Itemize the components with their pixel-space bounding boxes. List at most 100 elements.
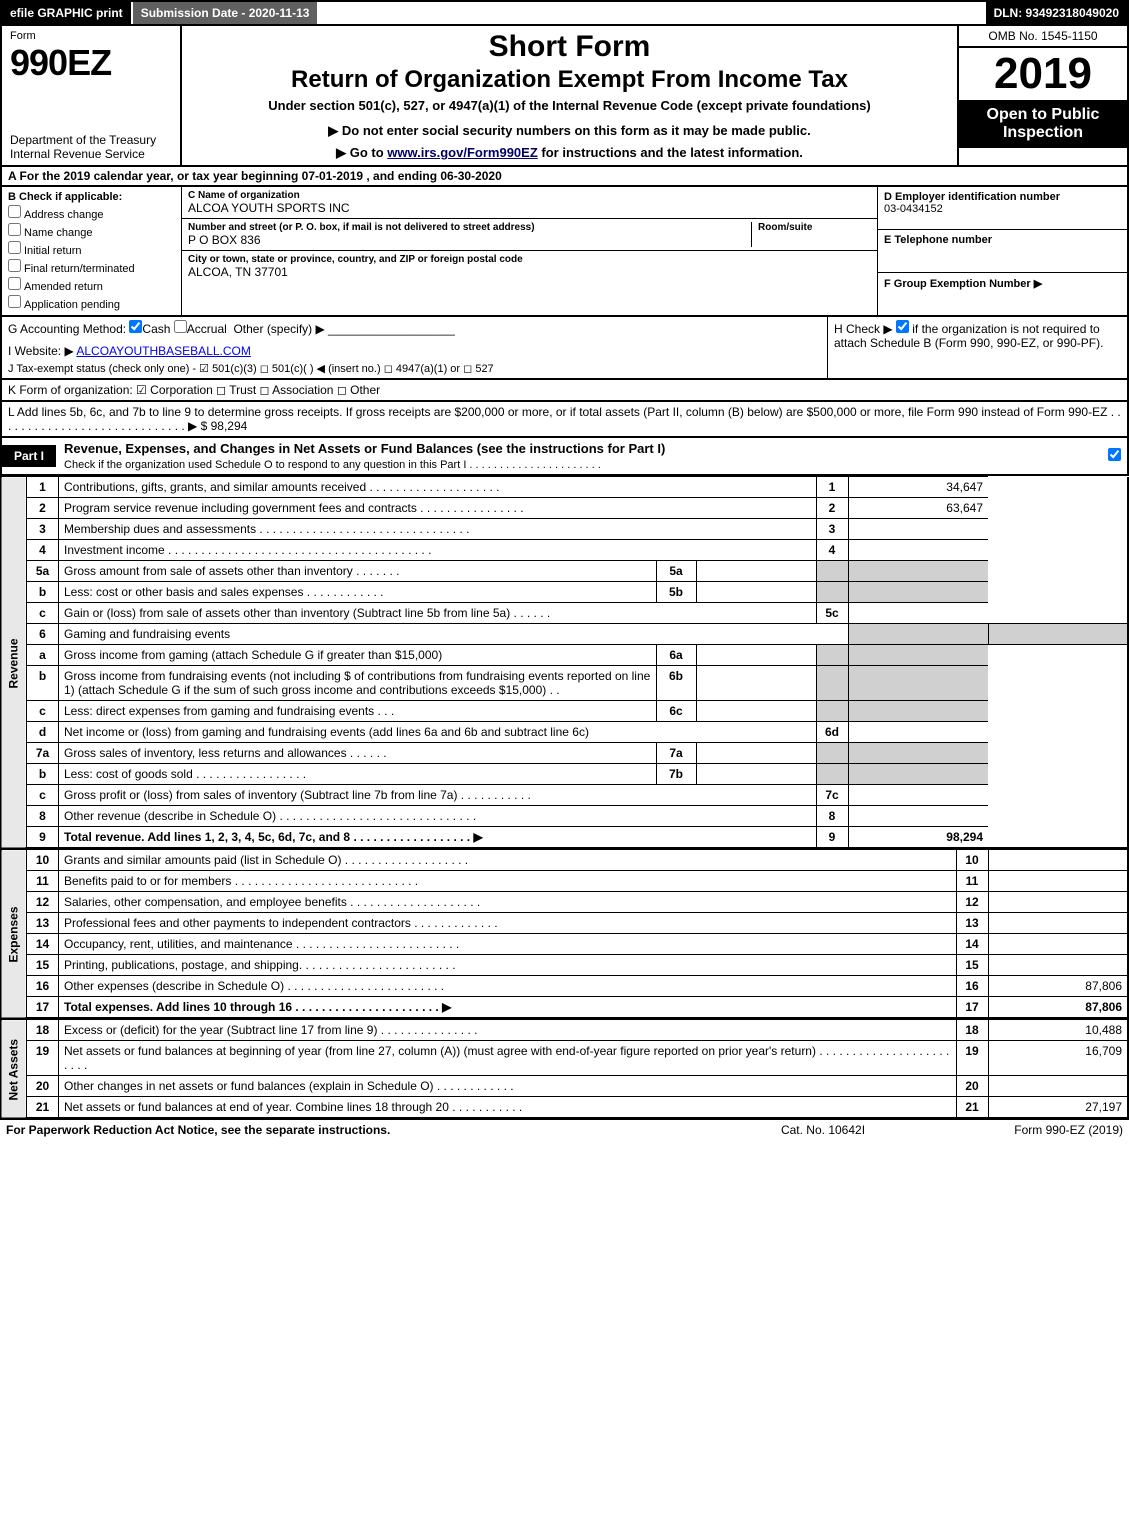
line-number: 7a [27,743,59,764]
line-number: 15 [27,955,59,976]
ein-label: D Employer identification number [884,191,1121,203]
table-row: 12Salaries, other compensation, and empl… [1,892,1128,913]
result-line-number: 10 [956,850,988,871]
amount-cell [988,955,1128,976]
amount-cell: 98,294 [848,827,988,849]
line-number: a [27,645,59,666]
result-line-number: 3 [816,519,848,540]
table-row: Revenue1Contributions, gifts, grants, an… [1,477,1128,498]
line-number: 6 [27,624,59,645]
result-line-number: 6d [816,722,848,743]
table-row: 9Total revenue. Add lines 1, 2, 3, 4, 5c… [1,827,1128,849]
grey-cell [848,582,988,603]
form-ref: Form 990-EZ (2019) [923,1123,1123,1137]
line-number: 12 [27,892,59,913]
accrual-label: Accrual [187,322,227,336]
line-desc: Investment income . . . . . . . . . . . … [59,540,817,561]
dln-label: DLN: 93492318049020 [986,2,1127,24]
line-l: L Add lines 5b, 6c, and 7b to line 9 to … [0,402,1129,438]
sub-line-number: 6b [656,666,696,701]
addr-value: P O BOX 836 [188,233,751,247]
submission-date-button[interactable]: Submission Date - 2020-11-13 [133,2,320,24]
result-line-number: 16 [956,976,988,997]
line-l-text: L Add lines 5b, 6c, and 7b to line 9 to … [8,405,1121,433]
part-1-checkbox[interactable] [1108,448,1121,461]
table-row: cLess: direct expenses from gaming and f… [1,701,1128,722]
org-name-label: C Name of organization [188,190,871,201]
part-1-check-text: Check if the organization used Schedule … [64,459,601,471]
title-return: Return of Organization Exempt From Incom… [190,66,949,94]
line-number: b [27,666,59,701]
sub-line-number: 5b [656,582,696,603]
grey-cell [816,645,848,666]
form-number: 990EZ [10,42,172,84]
line-number: 20 [27,1076,59,1097]
table-row: 3Membership dues and assessments . . . .… [1,519,1128,540]
chk-accrual[interactable] [174,320,187,333]
result-line-number: 20 [956,1076,988,1097]
line-desc: Program service revenue including govern… [59,498,817,519]
line-desc: Occupancy, rent, utilities, and maintena… [59,934,957,955]
table-row: 14Occupancy, rent, utilities, and mainte… [1,934,1128,955]
grey-cell [848,645,988,666]
chk-amended-return[interactable]: Amended return [8,277,175,293]
irs-link[interactable]: www.irs.gov/Form990EZ [387,145,538,160]
grey-cell [848,764,988,785]
amount-cell [848,806,988,827]
chk-name-change[interactable]: Name change [8,223,175,239]
amount-cell [848,540,988,561]
side-label: Expenses [1,850,27,1019]
table-row: dNet income or (loss) from gaming and fu… [1,722,1128,743]
header-right: OMB No. 1545-1150 2019 Open to Public In… [957,26,1127,165]
table-row: Net Assets18Excess or (deficit) for the … [1,1020,1128,1041]
website-link[interactable]: ALCOAYOUTHBASEBALL.COM [76,344,251,358]
grey-cell [816,666,848,701]
amount-cell [988,892,1128,913]
result-line-number: 17 [956,997,988,1019]
sub-line-value [696,743,816,764]
line-h: H Check ▶ if the organization is not req… [827,317,1127,378]
line-number: 9 [27,827,59,849]
amount-cell: 87,806 [988,976,1128,997]
line-desc: Other expenses (describe in Schedule O) … [59,976,957,997]
paperwork-notice: For Paperwork Reduction Act Notice, see … [6,1123,723,1137]
line-desc: Contributions, gifts, grants, and simila… [59,477,817,498]
addr-label: Number and street (or P. O. box, if mail… [188,222,751,233]
result-line-number: 5c [816,603,848,624]
result-line-number: 19 [956,1041,988,1076]
line-number: d [27,722,59,743]
line-desc: Net assets or fund balances at beginning… [59,1041,957,1076]
table-row: 5aGross amount from sale of assets other… [1,561,1128,582]
chk-cash[interactable] [129,320,142,333]
sub-line-number: 6a [656,645,696,666]
chk-initial-return[interactable]: Initial return [8,241,175,257]
chk-schedule-b[interactable] [896,320,909,333]
line-desc: Total revenue. Add lines 1, 2, 3, 4, 5c,… [59,827,817,849]
result-line-number: 12 [956,892,988,913]
line-number: c [27,701,59,722]
table-row: cGross profit or (loss) from sales of in… [1,785,1128,806]
efile-print-button[interactable]: efile GRAPHIC print [2,2,133,24]
amount-cell [988,850,1128,871]
cash-label: Cash [142,322,170,336]
chk-application-pending[interactable]: Application pending [8,295,175,311]
goto-pre: ▶ Go to [336,145,387,160]
line-number: 14 [27,934,59,955]
result-line-number: 2 [816,498,848,519]
result-line-number: 11 [956,871,988,892]
expenses-table: Expenses10Grants and similar amounts pai… [0,849,1129,1019]
line-desc: Gross profit or (loss) from sales of inv… [59,785,817,806]
line-number: 5a [27,561,59,582]
grey-cell [848,743,988,764]
line-number: 11 [27,871,59,892]
result-line-number: 4 [816,540,848,561]
grey-cell [816,561,848,582]
amount-cell: 27,197 [988,1097,1128,1119]
box-b: B Check if applicable: Address change Na… [2,187,182,315]
amount-cell: 10,488 [988,1020,1128,1041]
topbar-spacer [319,2,985,24]
tax-period-line: A For the 2019 calendar year, or tax yea… [0,167,1129,187]
sub-line-value [696,582,816,603]
chk-address-change[interactable]: Address change [8,205,175,221]
chk-final-return[interactable]: Final return/terminated [8,259,175,275]
